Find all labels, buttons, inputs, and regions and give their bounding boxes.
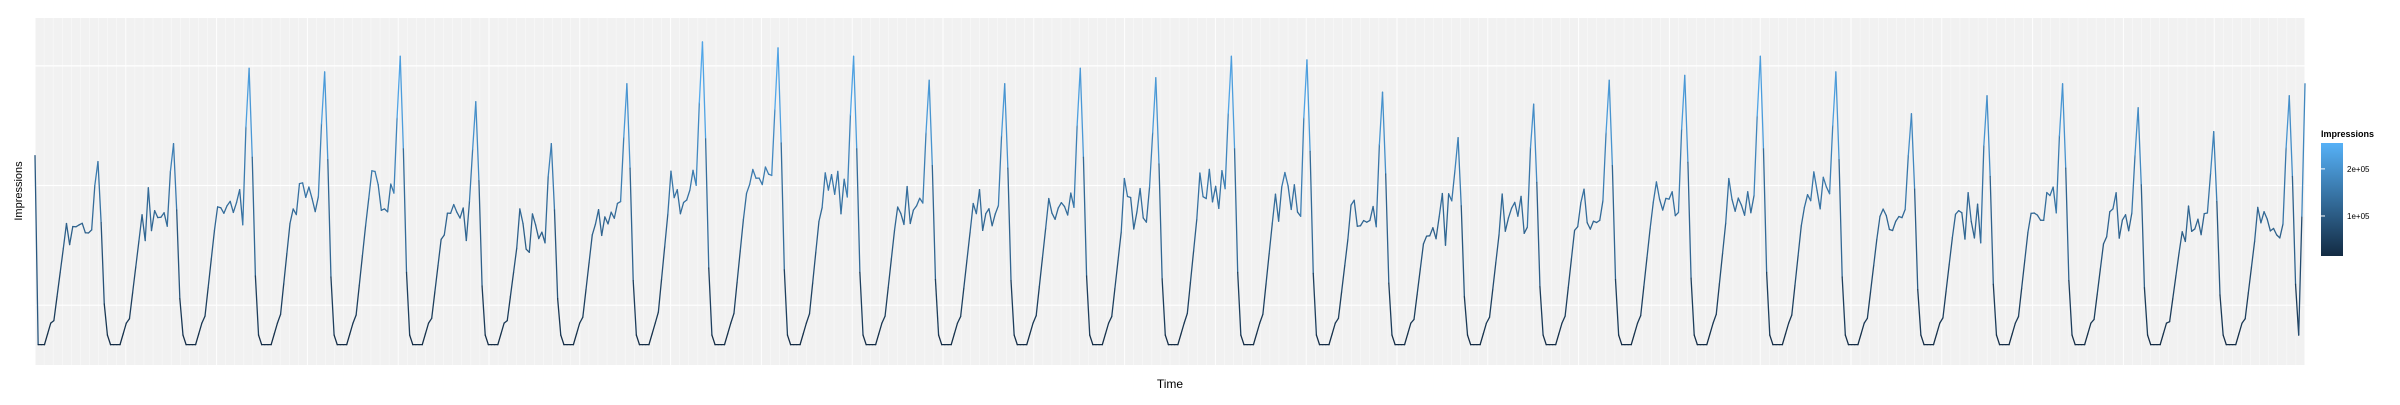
- legend-title: Impressions: [2321, 129, 2374, 139]
- x-axis-label: Time: [1157, 377, 1184, 391]
- colorbar-tick-label: 2e+05: [2347, 165, 2370, 174]
- colorbar-tick-label: 1e+05: [2347, 212, 2370, 221]
- colorbar-legend: Impressions 1e+05 2e+05: [2321, 129, 2374, 256]
- colorbar: [2321, 143, 2343, 256]
- y-axis-label: Impressions: [13, 161, 25, 221]
